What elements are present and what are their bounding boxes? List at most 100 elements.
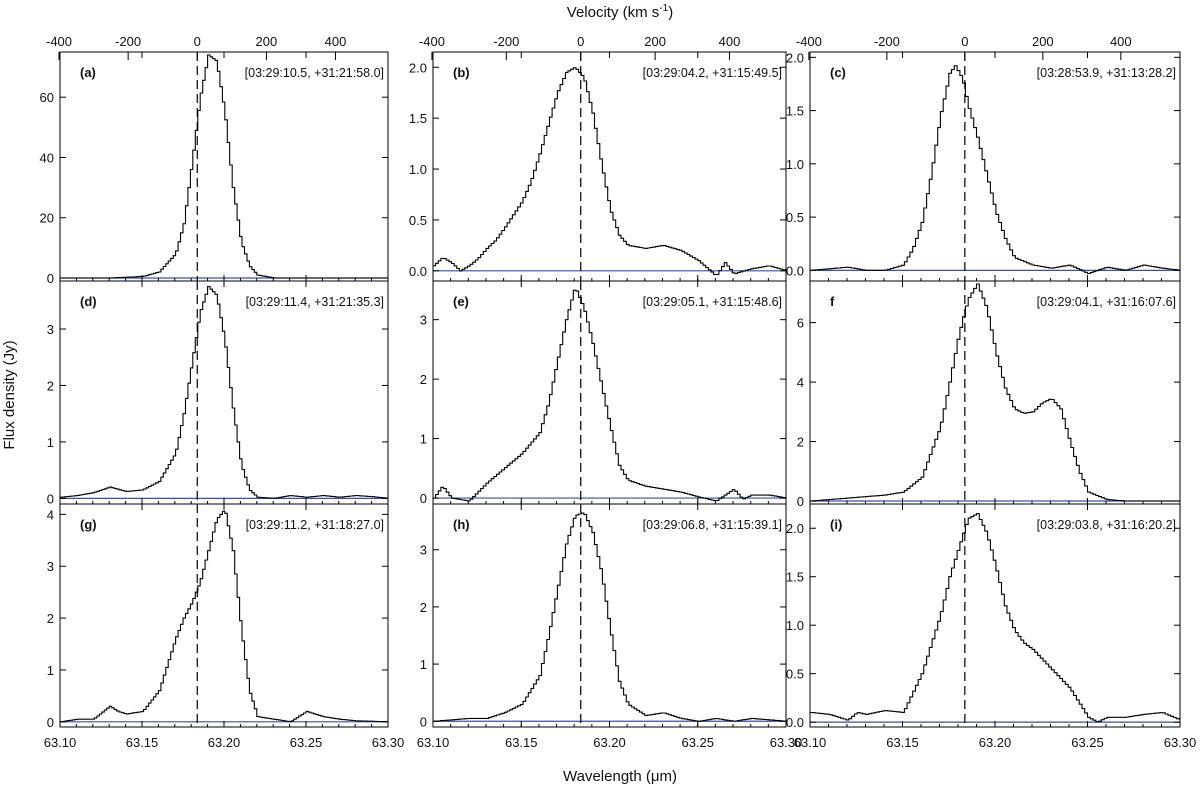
panel-f: 0 2 4 6 f [03:29:04.1, +31:16:07.6]	[797, 280, 1181, 509]
y-tick-label: 1	[420, 657, 427, 672]
panel-d: 0 1 2 3 (d) [03:29:11.4, +31:21:35.3]	[47, 280, 389, 506]
spectrum-line	[810, 513, 1180, 723]
velocity-tick-label: -400	[419, 34, 445, 49]
y-tick-label: 0.5	[786, 210, 804, 225]
y-tick-label: 2	[47, 611, 54, 626]
velocity-tick-label: 0	[961, 34, 968, 49]
panel-coordinate: [03:29:06.8, +31:15:39.1]	[643, 518, 782, 532]
y-tick-label: 1.0	[786, 157, 804, 172]
x-tick-label: 63.20	[593, 735, 626, 750]
velocity-tick-label: 0	[194, 34, 201, 49]
panel-e: 0 1 2 3 (e) [03:29:05.1, +31:15:48.6]	[420, 280, 787, 506]
y-tick-label: 1	[420, 432, 427, 447]
velocity-tick-label: 400	[719, 34, 741, 49]
panel-frame	[432, 280, 787, 505]
velocity-tick-label: 200	[1032, 34, 1054, 49]
y-tick-label: 1.0	[786, 618, 804, 633]
y-tick-label: 40	[40, 150, 54, 165]
panel-b: -400 -200 0 200 400 0.0 0.5 1.0 1.5 2.0 (b) [03:29:…	[409, 34, 787, 282]
panel-coordinate: [03:29:11.2, +31:18:27.0]	[246, 518, 384, 532]
x-tick-label: 63.30	[1164, 735, 1197, 750]
y-tick-label: 20	[40, 211, 54, 226]
x-tick-label: 63.10	[44, 735, 77, 750]
panel-label: (i)	[830, 517, 842, 532]
x-tick-label: 63.10	[794, 735, 827, 750]
y-tick-label: 1.5	[786, 104, 804, 119]
y-tick-label: 0	[47, 715, 54, 730]
panel-a: -400 -200 0 200 400 0 20 40 60 (a) [03:29:10.5, +3…	[40, 34, 389, 286]
x-tick-label: 63.15	[126, 735, 159, 750]
y-tick-label: 0.5	[409, 213, 427, 228]
spectrum-line	[810, 65, 1180, 275]
panel-label: (b)	[453, 65, 470, 80]
panel-frame	[59, 503, 389, 728]
y-tick-label: 0	[47, 491, 54, 506]
y-tick-label: 0	[420, 491, 427, 506]
panel-h: 63.10 63.15 63.20 63.25 63.30 0 1 2 3 (h) [03:29:0…	[417, 503, 803, 750]
panel-coordinate: [03:29:04.1, +31:16:07.6]	[1037, 295, 1176, 309]
x-tick-label: 63.15	[886, 735, 919, 750]
x-tick-label: 63.25	[290, 735, 323, 750]
panel-frame	[809, 51, 1181, 282]
velocity-tick-label: 400	[325, 34, 347, 49]
spectrum-line	[60, 54, 388, 279]
panel-coordinate: [03:29:10.5, +31:21:58.0]	[245, 66, 384, 80]
panel-label: (a)	[80, 65, 96, 80]
y-tick-label: 2	[797, 435, 804, 450]
panel-label: f	[830, 294, 835, 309]
x-tick-label: 63.30	[770, 735, 803, 750]
velocity-tick-label: 200	[644, 34, 666, 49]
y-tick-label: 2	[47, 378, 54, 393]
y-tick-label: 0.0	[409, 264, 427, 279]
y-tick-label: 0.5	[786, 667, 804, 682]
panel-frame	[432, 51, 787, 282]
y-tick-label: 4	[47, 507, 54, 522]
spectrum-line	[810, 283, 1180, 502]
velocity-tick-label: -400	[796, 34, 822, 49]
y-tick-label: 0	[420, 714, 427, 729]
panel-g: 63.10 63.15 63.20 63.25 63.30 0 1 2 3 4 (g) [03:29:…	[44, 503, 405, 750]
panel-label: (h)	[453, 517, 470, 532]
y-tick-label: 60	[40, 90, 54, 105]
velocity-tick-label: 0	[577, 34, 584, 49]
x-tick-label: 63.20	[208, 735, 241, 750]
y-tick-label: 0	[797, 494, 804, 509]
x-tick-label: 63.10	[417, 735, 450, 750]
y-tick-label: 0	[47, 271, 54, 286]
velocity-tick-label: 200	[256, 34, 278, 49]
panel-coordinate: [03:29:03.8, +31:16:20.2]	[1037, 518, 1176, 532]
panel-coordinate: [03:29:11.4, +31:21:35.3]	[246, 295, 384, 309]
spectrum-line	[60, 286, 388, 499]
velocity-tick-label: -200	[115, 34, 141, 49]
panel-i: 63.10 63.15 63.20 63.25 63.30 0.0 0.5 1.0 1.5 2.0…	[786, 503, 1197, 750]
y-tick-label: 3	[420, 543, 427, 558]
panel-frame	[809, 280, 1181, 505]
y-tick-label: 2	[420, 600, 427, 615]
y-tick-label: 2	[420, 372, 427, 387]
x-axis-title: Wavelength (μm)	[563, 768, 677, 785]
panel-label: (e)	[453, 294, 469, 309]
y-tick-label: 1	[47, 663, 54, 678]
panel-coordinate: [03:29:04.2, +31:15:49.5]	[643, 66, 782, 80]
panel-label: (g)	[80, 517, 97, 532]
y-axis-title: Flux density (Jy)	[1, 340, 18, 449]
panel-coordinate: [03:28:53.9, +31:13:28.2]	[1037, 66, 1176, 80]
panel-label: (d)	[80, 294, 97, 309]
panel-frame	[809, 503, 1181, 728]
y-tick-label: 1.0	[409, 162, 427, 177]
y-tick-label: 4	[797, 375, 804, 390]
panel-label: (c)	[830, 65, 846, 80]
spectrum-line	[433, 67, 786, 276]
velocity-tick-label: 400	[1110, 34, 1132, 49]
velocity-tick-label: -200	[493, 34, 519, 49]
panel-c: -400 -200 0 200 400 0.0 0.5 1.0 1.5 2.0 (c) [03:28:…	[786, 34, 1181, 282]
y-tick-label: 0.0	[786, 715, 804, 730]
x-tick-label: 63.15	[505, 735, 538, 750]
y-tick-label: 2.0	[409, 60, 427, 75]
x-tick-label: 63.30	[372, 735, 405, 750]
spectrum-line	[60, 510, 388, 723]
panel-coordinate: [03:29:05.1, +31:15:48.6]	[643, 295, 782, 309]
y-tick-label: 6	[797, 316, 804, 331]
